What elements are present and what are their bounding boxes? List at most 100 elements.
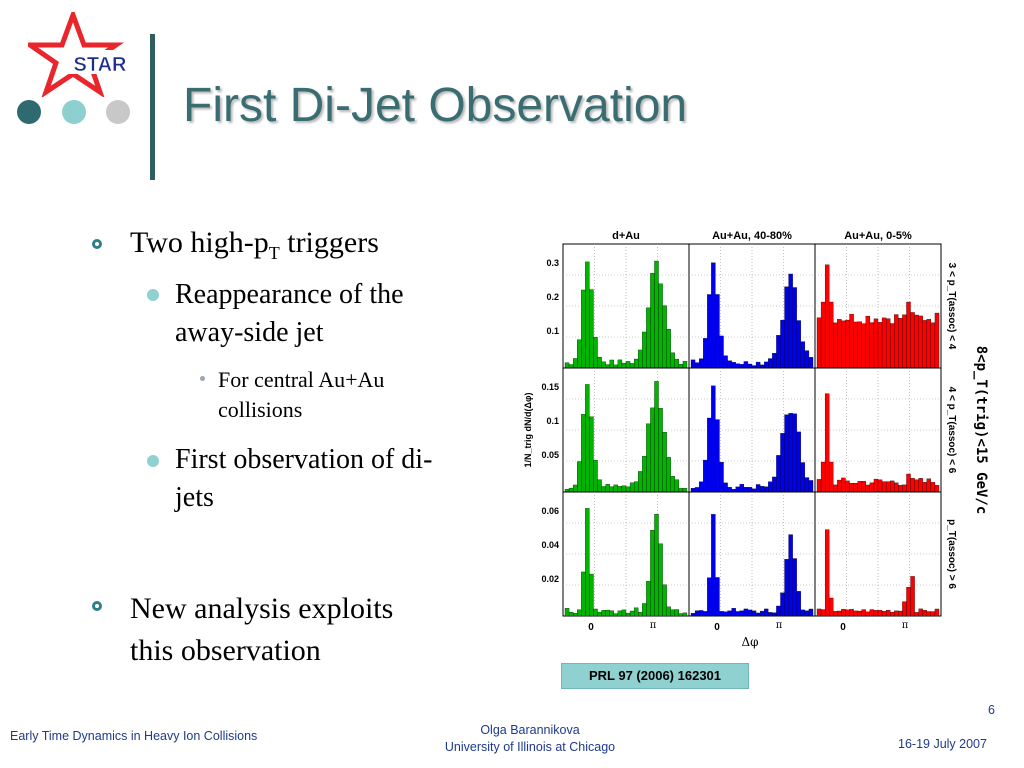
histogram-bar bbox=[837, 610, 842, 617]
histogram-bar bbox=[845, 480, 850, 493]
histogram-bar bbox=[808, 608, 814, 617]
histogram-bar bbox=[589, 416, 594, 493]
sub-bullet-text: Reappearance of the away-side jet bbox=[175, 276, 404, 352]
histogram-bar bbox=[890, 323, 895, 369]
histogram-bar bbox=[906, 587, 911, 617]
bullet-text: Two high-pT triggers bbox=[130, 226, 379, 264]
histogram-bar bbox=[650, 273, 655, 369]
histogram-bar bbox=[723, 611, 728, 617]
histogram-grid: d+Au Au+Au, 40-80% Au+Au, 0-5% 0.3 0.2 0.1 0.1… bbox=[523, 230, 989, 649]
histogram-bar bbox=[808, 357, 814, 369]
histogram-bar bbox=[629, 610, 635, 617]
bullet-small-icon bbox=[200, 376, 205, 381]
footer-right: 16-19 July 2007 bbox=[898, 737, 987, 751]
histogram-bar bbox=[869, 482, 875, 493]
histogram-bar bbox=[930, 482, 936, 493]
histogram-bar bbox=[585, 508, 590, 617]
histogram-bar bbox=[735, 363, 740, 369]
histogram-bar bbox=[926, 478, 932, 493]
histogram-bar bbox=[597, 479, 602, 493]
histogram-bar bbox=[601, 486, 606, 493]
histogram-bar bbox=[853, 321, 858, 369]
histogram-bar bbox=[719, 611, 724, 617]
y-axis-label: 1/N_trig dN/d(Δφ) bbox=[523, 393, 533, 468]
histogram-bar bbox=[654, 514, 659, 617]
footer-left: Early Time Dynamics in Heavy Ion Collisi… bbox=[10, 729, 258, 743]
histogram-bar bbox=[816, 317, 822, 369]
histogram-bar bbox=[609, 486, 614, 493]
histogram-bar bbox=[621, 609, 627, 617]
histogram-bar bbox=[585, 261, 590, 369]
histogram-bar bbox=[824, 264, 830, 369]
histogram-bar bbox=[820, 609, 826, 617]
histogram-bar bbox=[662, 305, 667, 369]
histogram-bar bbox=[898, 485, 903, 493]
histogram-bar bbox=[792, 413, 797, 493]
footer-center: Olga Barannikova University of Illinois a… bbox=[420, 722, 640, 756]
histogram-bar bbox=[934, 485, 940, 493]
y-tick-label: 0.04 bbox=[541, 540, 559, 550]
histogram-bar bbox=[922, 610, 927, 617]
histogram-bar bbox=[670, 609, 675, 617]
bullet-text-subscript: T bbox=[268, 243, 280, 263]
histogram-bar bbox=[800, 341, 806, 369]
histogram-bar bbox=[768, 481, 773, 493]
histogram-bar bbox=[865, 315, 871, 369]
histogram-bar bbox=[629, 482, 635, 493]
histogram-bar bbox=[581, 571, 586, 617]
decor-dot-gray bbox=[106, 100, 130, 124]
histogram-bar bbox=[625, 612, 631, 617]
histogram-bar bbox=[804, 610, 810, 617]
x-tick-label: 0 bbox=[840, 622, 846, 633]
histogram-bar bbox=[711, 385, 716, 493]
histogram-bar bbox=[690, 613, 696, 617]
histogram-bar bbox=[918, 608, 923, 617]
histogram-bar bbox=[739, 364, 745, 369]
bullet-text-rest: triggers bbox=[279, 226, 379, 259]
histogram-bar bbox=[638, 349, 643, 369]
histogram-bar bbox=[841, 320, 846, 369]
histogram-bar bbox=[759, 610, 765, 617]
histogram-bar bbox=[719, 462, 724, 493]
histogram-bar bbox=[638, 612, 643, 617]
histogram-bar bbox=[857, 610, 862, 617]
histogram-bar bbox=[759, 486, 765, 493]
bullet-text: New analysis exploits this observation bbox=[130, 588, 393, 672]
bullet-dot-icon bbox=[147, 289, 159, 301]
histogram-bar bbox=[755, 484, 761, 493]
histogram-bar bbox=[772, 353, 777, 369]
histogram-bar bbox=[703, 338, 708, 369]
histogram-bar bbox=[593, 460, 598, 493]
histogram-bar bbox=[890, 611, 895, 617]
histogram-bar bbox=[719, 335, 724, 369]
histogram-bar bbox=[743, 487, 749, 493]
histogram-bar bbox=[800, 609, 806, 617]
histogram-bar bbox=[894, 610, 899, 617]
row-label: 4 < p_T(assoc) < 6 bbox=[946, 387, 957, 474]
histogram-bar bbox=[654, 260, 659, 369]
histogram-bar bbox=[629, 363, 635, 369]
column-title: Au+Au, 40-80% bbox=[712, 230, 792, 242]
bullet-ring-icon bbox=[92, 601, 102, 611]
histogram-bar bbox=[877, 479, 883, 493]
histogram-bar bbox=[780, 319, 785, 369]
histogram-bar bbox=[820, 461, 826, 493]
histogram-bar bbox=[829, 461, 834, 493]
histogram-bar bbox=[808, 480, 814, 493]
histogram-bar bbox=[853, 483, 858, 493]
histogram-bar bbox=[654, 381, 659, 493]
histogram-bar bbox=[585, 384, 590, 493]
histogram-bar bbox=[873, 318, 879, 369]
histogram-bar bbox=[792, 287, 797, 369]
y-tick-label: 0.1 bbox=[546, 326, 559, 336]
histogram-bar bbox=[764, 361, 769, 369]
histogram-bar bbox=[739, 484, 745, 493]
histogram-bar bbox=[934, 608, 940, 617]
footer-page-number: 6 bbox=[988, 703, 995, 717]
histogram-bar bbox=[747, 487, 753, 493]
histogram-bar bbox=[869, 322, 875, 369]
histogram-bar bbox=[906, 473, 911, 493]
histogram-bar bbox=[690, 488, 696, 493]
histogram-bar bbox=[707, 577, 712, 617]
histogram-bar bbox=[731, 362, 736, 369]
